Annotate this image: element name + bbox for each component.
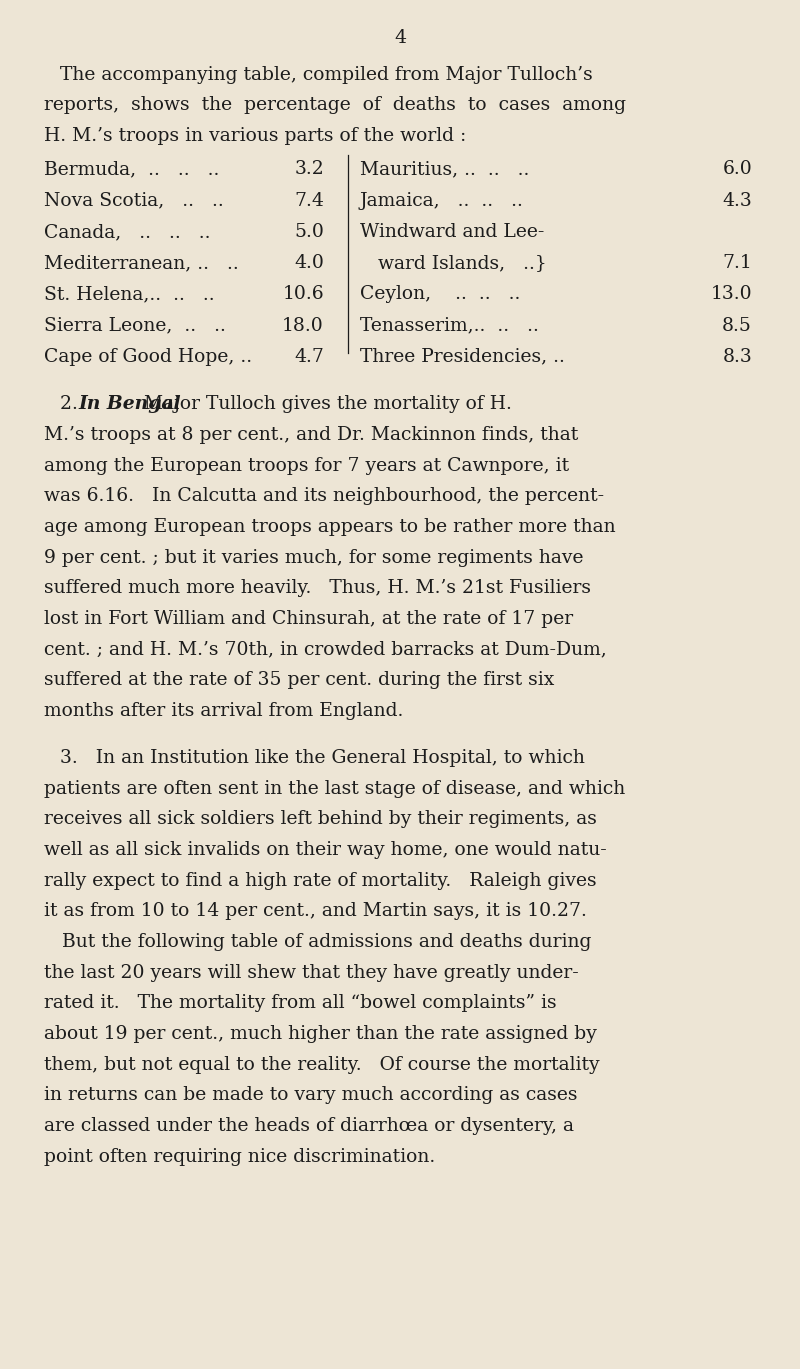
Text: Major Tulloch gives the mortality of H.: Major Tulloch gives the mortality of H. [138,396,512,413]
Text: St. Helena,..  ..   ..: St. Helena,.. .. .. [44,285,214,304]
Text: 3.2: 3.2 [294,160,324,178]
Text: M.’s troops at 8 per cent., and Dr. Mackinnon finds, that: M.’s troops at 8 per cent., and Dr. Mack… [44,426,578,444]
Text: 4.3: 4.3 [722,192,752,209]
Text: 18.0: 18.0 [282,316,324,334]
Text: it as from 10 to 14 per cent., and Martin says, it is 10.27.: it as from 10 to 14 per cent., and Marti… [44,902,587,920]
Text: 13.0: 13.0 [710,285,752,304]
Text: Mauritius, ..  ..   ..: Mauritius, .. .. .. [360,160,530,178]
Text: Sierra Leone,  ..   ..: Sierra Leone, .. .. [44,316,226,334]
Text: well as all sick invalids on their way home, one would natu-: well as all sick invalids on their way h… [44,841,606,860]
Text: age among European troops appears to be rather more than: age among European troops appears to be … [44,517,616,537]
Text: Bermuda,  ..   ..   ..: Bermuda, .. .. .. [44,160,219,178]
Text: 10.6: 10.6 [282,285,324,304]
Text: 6.0: 6.0 [722,160,752,178]
Text: Tenasserim,..  ..   ..: Tenasserim,.. .. .. [360,316,539,334]
Text: was 6.16.   In Calcutta and its neighbourhood, the percent-: was 6.16. In Calcutta and its neighbourh… [44,487,604,505]
Text: rated it.   The mortality from all “bowel complaints” is: rated it. The mortality from all “bowel … [44,994,557,1013]
Text: 4: 4 [394,29,406,47]
Text: Mediterranean, ..   ..: Mediterranean, .. .. [44,255,238,272]
Text: suffered at the rate of 35 per cent. during the first six: suffered at the rate of 35 per cent. dur… [44,671,554,690]
Text: are classed under the heads of diarrhœa or dysentery, a: are classed under the heads of diarrhœa … [44,1117,574,1135]
Text: 8.3: 8.3 [722,348,752,366]
Text: 7.4: 7.4 [294,192,324,209]
Text: rally expect to find a high rate of mortality.   Raleigh gives: rally expect to find a high rate of mort… [44,872,597,890]
Text: them, but not equal to the reality.   Of course the mortality: them, but not equal to the reality. Of c… [44,1055,600,1073]
Text: 4.7: 4.7 [294,348,324,366]
Text: Jamaica,   ..  ..   ..: Jamaica, .. .. .. [360,192,524,209]
Text: lost in Fort William and Chinsurah, at the rate of 17 per: lost in Fort William and Chinsurah, at t… [44,611,573,628]
Text: But the following table of admissions and deaths during: But the following table of admissions an… [44,934,591,951]
Text: point often requiring nice discrimination.: point often requiring nice discriminatio… [44,1147,435,1166]
Text: The accompanying table, compiled from Major Tulloch’s: The accompanying table, compiled from Ma… [60,66,593,84]
Text: In Bengal: In Bengal [78,396,182,413]
Text: in returns can be made to vary much according as cases: in returns can be made to vary much acco… [44,1087,578,1105]
Text: 9 per cent. ; but it varies much, for some regiments have: 9 per cent. ; but it varies much, for so… [44,549,583,567]
Text: cent. ; and H. M.’s 70th, in crowded barracks at Dum-Dum,: cent. ; and H. M.’s 70th, in crowded bar… [44,641,606,658]
Text: receives all sick soldiers left behind by their regiments, as: receives all sick soldiers left behind b… [44,810,597,828]
Text: the last 20 years will shew that they have greatly under-: the last 20 years will shew that they ha… [44,964,578,982]
Text: Canada,   ..   ..   ..: Canada, .. .. .. [44,223,210,241]
Text: Three Presidencies, ..: Three Presidencies, .. [360,348,565,366]
Text: 8.5: 8.5 [722,316,752,334]
Text: 7.1: 7.1 [722,255,752,272]
Text: 2.: 2. [60,396,84,413]
Text: Cape of Good Hope, ..: Cape of Good Hope, .. [44,348,252,366]
Text: among the European troops for 7 years at Cawnpore, it: among the European troops for 7 years at… [44,457,569,475]
Text: H. M.’s troops in various parts of the world :: H. M.’s troops in various parts of the w… [44,127,466,145]
Text: Nova Scotia,   ..   ..: Nova Scotia, .. .. [44,192,224,209]
Text: 4.0: 4.0 [294,255,324,272]
Text: 5.0: 5.0 [294,223,324,241]
Text: ward Islands,   ..}: ward Islands, ..} [360,255,546,272]
Text: patients are often sent in the last stage of disease, and which: patients are often sent in the last stag… [44,780,626,798]
Text: 3.   In an Institution like the General Hospital, to which: 3. In an Institution like the General Ho… [60,749,585,767]
Text: Windward and Lee-: Windward and Lee- [360,223,544,241]
Text: Ceylon,    ..  ..   ..: Ceylon, .. .. .. [360,285,520,304]
Text: suffered much more heavily.   Thus, H. M.’s 21st Fusiliers: suffered much more heavily. Thus, H. M.’… [44,579,591,597]
Text: months after its arrival from England.: months after its arrival from England. [44,702,403,720]
Text: about 19 per cent., much higher than the rate assigned by: about 19 per cent., much higher than the… [44,1025,597,1043]
Text: reports,  shows  the  percentage  of  deaths  to  cases  among: reports, shows the percentage of deaths … [44,96,626,115]
